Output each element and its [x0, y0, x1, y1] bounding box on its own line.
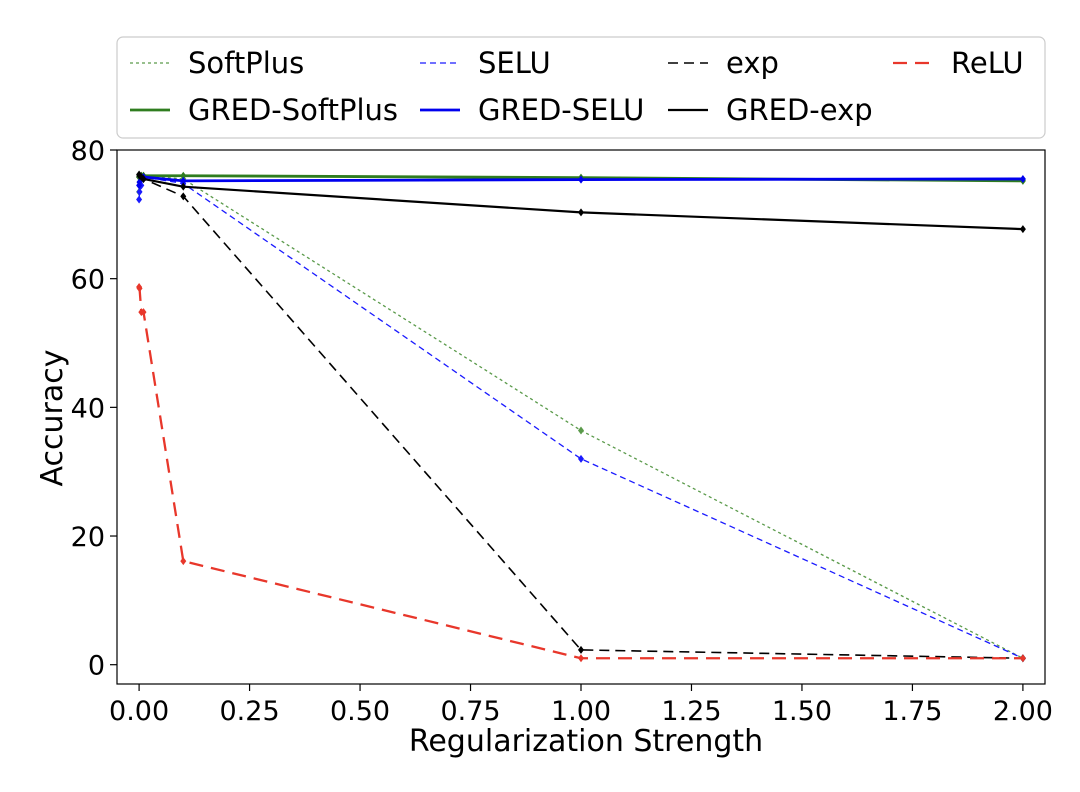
y-axis-label: Accuracy [35, 350, 70, 487]
legend-item: ReLU [893, 46, 1024, 80]
data-point [180, 557, 187, 566]
x-tick-label: 0.00 [109, 696, 169, 727]
data-point [578, 208, 584, 217]
legend-label: ReLU [951, 46, 1024, 80]
legend-item: GRED-SoftPlus [130, 93, 398, 127]
legend-item: SELU [420, 46, 551, 80]
data-point [578, 654, 584, 663]
series-line [138, 175, 1024, 659]
y-tick-label: 80 [71, 136, 105, 167]
series-line [138, 286, 1023, 660]
series-exp [136, 171, 1026, 663]
y-tick-label: 40 [71, 393, 105, 424]
x-tick-label: 1.50 [772, 696, 832, 727]
data-point [136, 195, 143, 204]
series-selu [136, 173, 1026, 663]
y-axis: 0 20 40 60 80 [71, 136, 117, 682]
legend: SoftPlus SELU exp ReLU GRED-SoftPlus GRED-SEL… [116, 36, 1046, 139]
legend-label: SoftPlus [188, 46, 304, 80]
x-tick-label: 0.75 [440, 696, 500, 727]
data-point [180, 176, 187, 185]
legend-label: exp [726, 46, 779, 80]
legend-label: GRED-SELU [478, 93, 644, 127]
data-point [578, 426, 584, 435]
x-tick-label: 1.25 [661, 696, 721, 727]
plot-area [116, 149, 1046, 685]
legend-item: SoftPlus [130, 46, 304, 80]
legend-label: GRED-SoftPlus [188, 93, 398, 127]
legend-item: GRED-exp [668, 93, 873, 127]
data-point [140, 308, 147, 317]
series-relu [136, 283, 1026, 663]
legend-item: exp [668, 46, 779, 80]
legend-item: GRED-SELU [420, 93, 644, 127]
plot-frame [116, 149, 1046, 685]
series-line [138, 174, 1023, 660]
legend-label: SELU [478, 46, 551, 80]
series-gred-exp [136, 170, 1026, 234]
data-point [180, 171, 187, 180]
series-line [138, 176, 1024, 659]
x-tick-label: 2.00 [993, 696, 1053, 727]
data-point [136, 284, 143, 293]
data-point [578, 454, 584, 463]
y-tick-label: 60 [71, 265, 105, 296]
y-tick-label: 20 [71, 522, 105, 553]
data-point [1019, 225, 1026, 234]
data-point [578, 175, 584, 184]
x-tick-label: 1.00 [551, 696, 611, 727]
x-tick-label: 0.50 [330, 696, 390, 727]
y-tick-label: 0 [88, 651, 105, 682]
data-point [578, 645, 584, 654]
legend-label: GRED-exp [726, 93, 873, 127]
legend-box [116, 36, 1046, 139]
x-axis: 0.00 0.25 0.50 0.75 1.00 1.25 1.50 1.75 2.00 [109, 684, 1053, 727]
data-point [136, 187, 143, 196]
series-softplus [136, 171, 1026, 663]
data-point [1019, 654, 1026, 663]
data-point [140, 174, 147, 183]
data-point [1019, 174, 1026, 183]
x-tick-label: 0.25 [220, 696, 280, 727]
x-tick-label: 1.75 [882, 696, 942, 727]
data-point [180, 192, 187, 201]
x-axis-label: Regularization Strength [409, 724, 763, 759]
data-point [180, 182, 187, 191]
